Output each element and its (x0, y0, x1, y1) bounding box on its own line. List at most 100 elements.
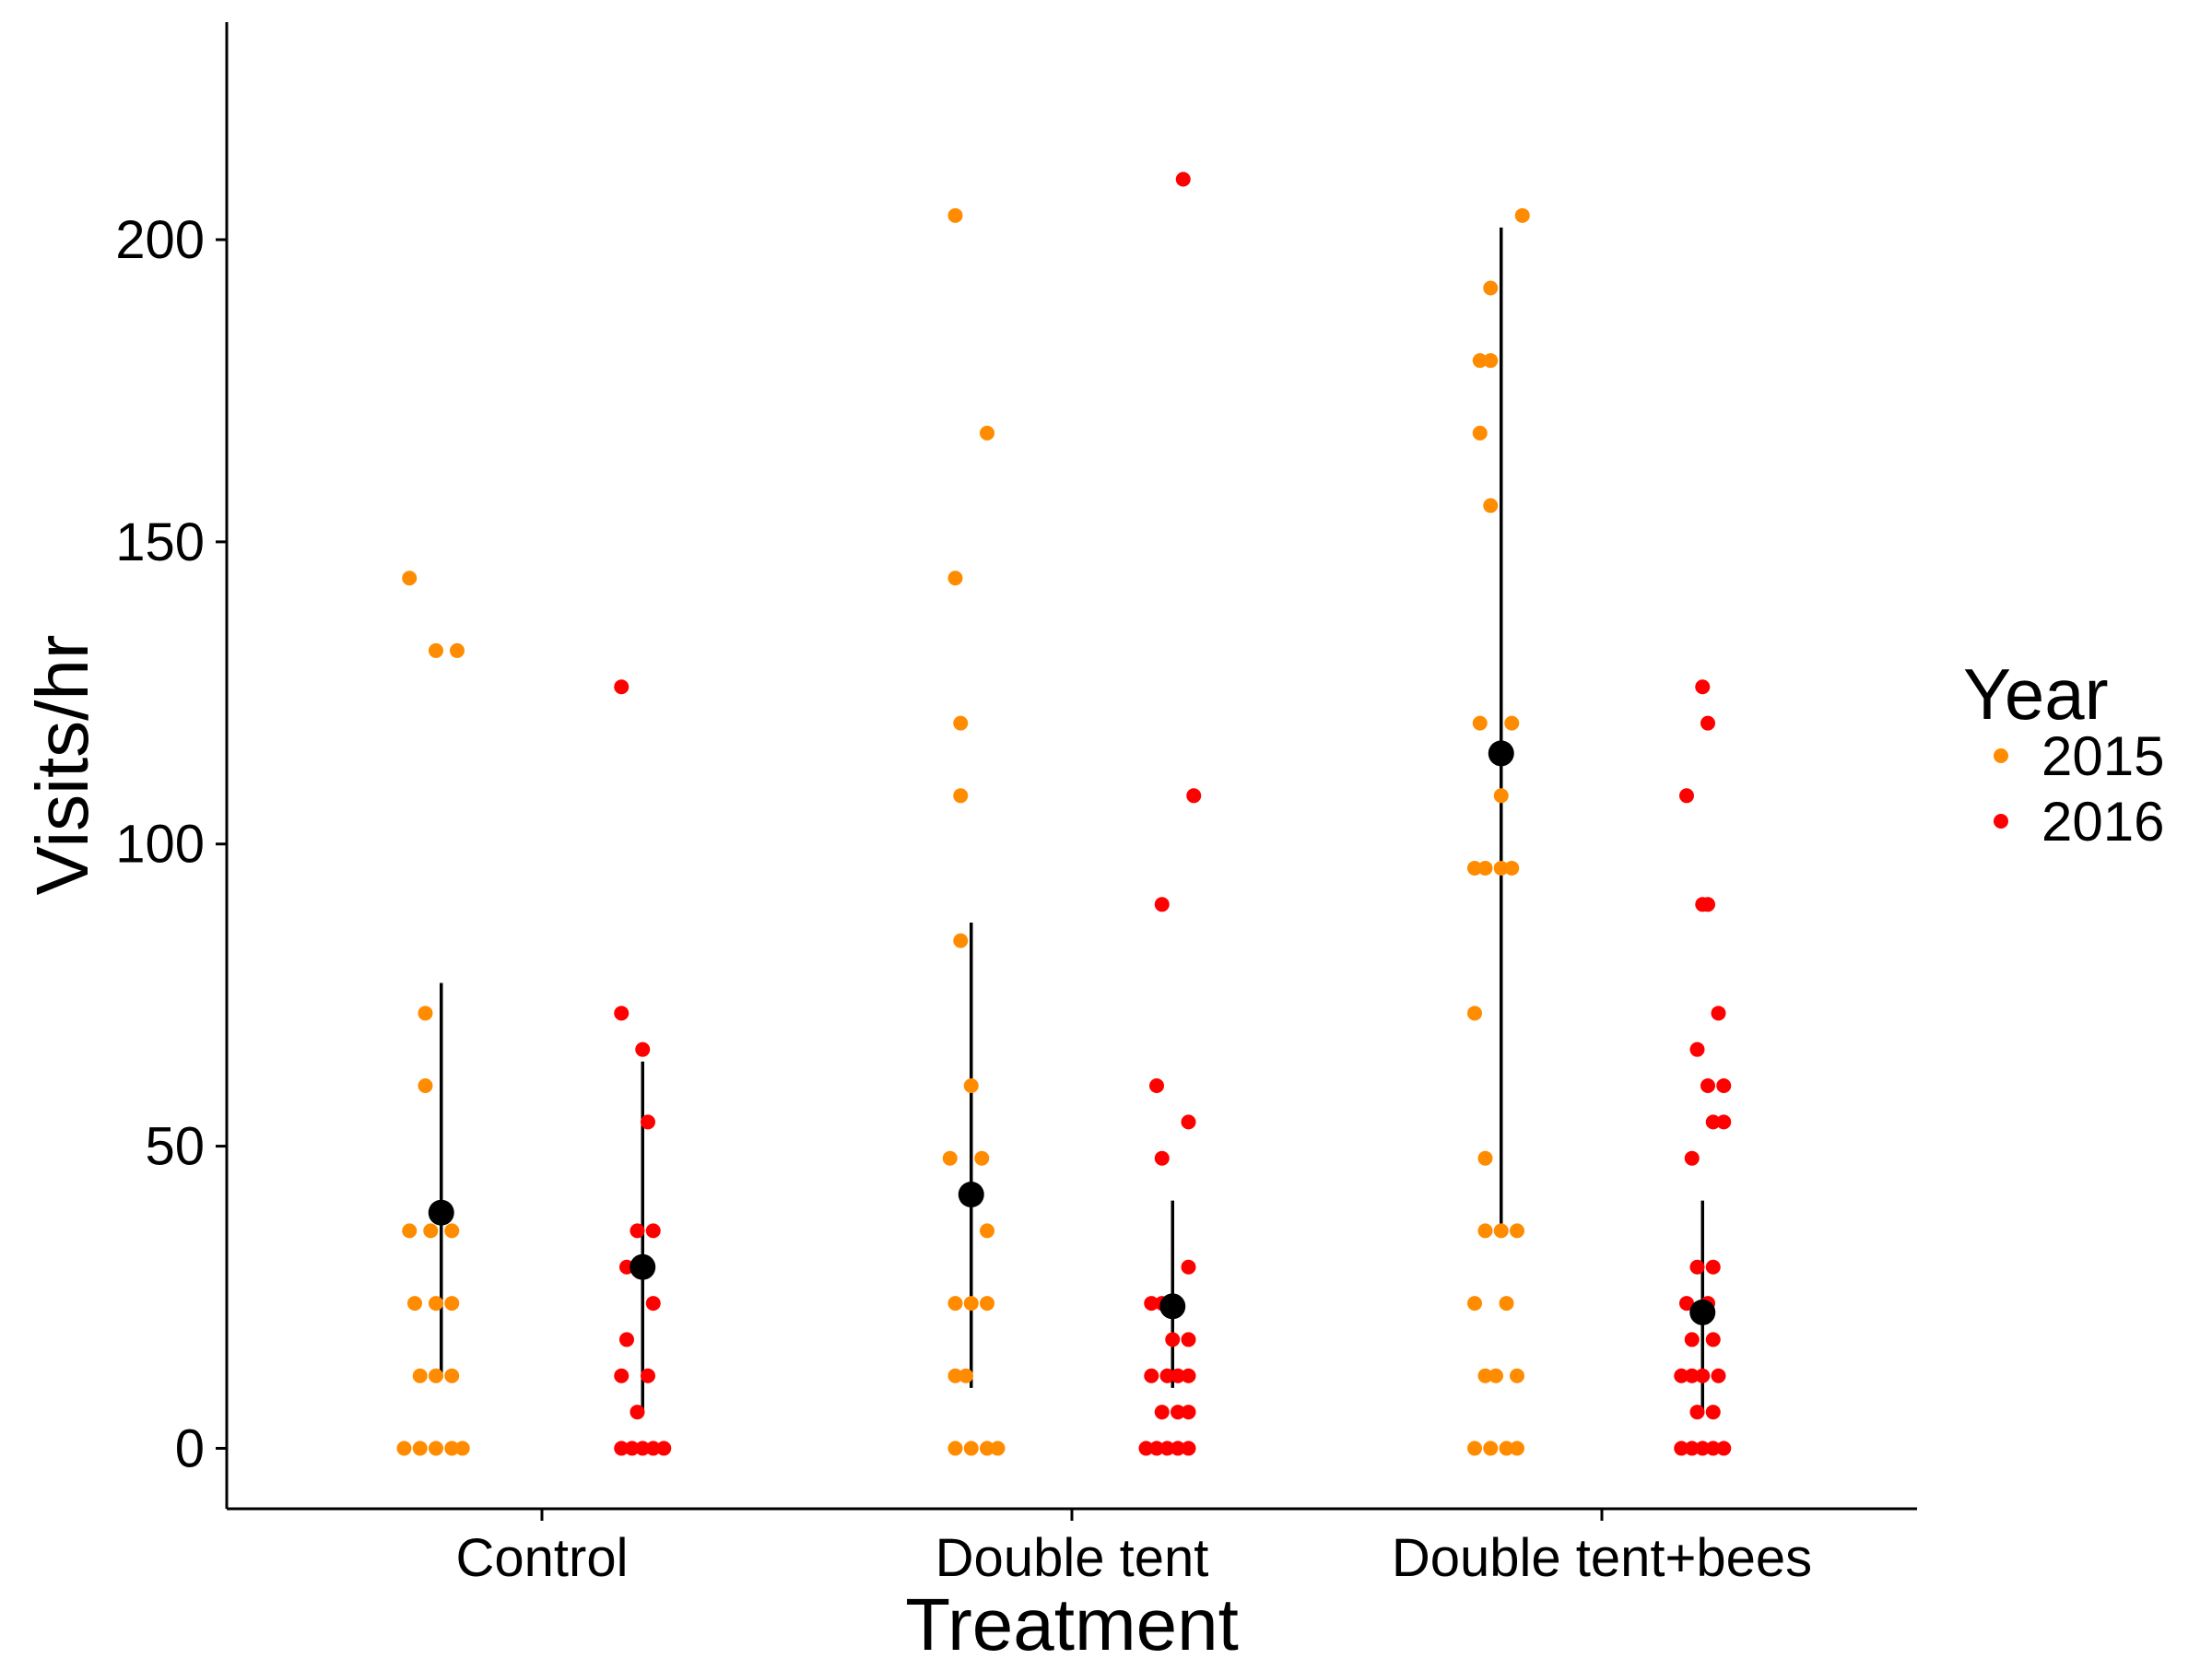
data-point-2015 (1499, 1441, 1514, 1456)
data-point-2015 (947, 571, 963, 586)
data-point-2016 (1700, 715, 1715, 731)
data-point-2016 (1674, 1441, 1689, 1456)
data-point-2016 (635, 1441, 651, 1456)
data-point-2016 (1175, 171, 1191, 187)
data-point-2015 (1467, 1296, 1482, 1312)
data-point-2015 (963, 1078, 979, 1094)
data-point-2015 (1472, 715, 1488, 731)
data-point-2015 (947, 207, 963, 223)
data-point-2016 (624, 1441, 640, 1456)
data-point-2016 (1695, 679, 1711, 695)
data-point-2015 (1493, 788, 1509, 804)
data-point-2015 (444, 1296, 460, 1312)
legend-label-2015: 2015 (2041, 725, 2164, 787)
data-point-2015 (1483, 498, 1499, 513)
data-point-2016 (1705, 1259, 1721, 1275)
x-tick-label: Double tent (935, 1528, 1209, 1588)
data-point-2016 (1144, 1296, 1159, 1312)
data-point-2016 (1711, 1006, 1726, 1021)
data-point-2016 (1154, 1405, 1170, 1420)
data-point-2015 (407, 1296, 422, 1312)
y-axis-ticks: 0 50 100 150 200 (115, 210, 227, 1478)
data-point-2016 (1689, 1259, 1705, 1275)
data-point-2016 (645, 1296, 661, 1312)
data-point-2015 (980, 425, 994, 441)
data-point-2015 (1493, 860, 1509, 876)
data-point-2015 (1483, 353, 1499, 369)
legend-key-2016 (1994, 814, 2008, 829)
data-point-2015 (412, 1368, 428, 1383)
data-point-2015 (963, 1441, 979, 1456)
data-point-2015 (947, 1368, 963, 1383)
data-point-2016 (1716, 1078, 1732, 1094)
data-point-2016 (1181, 1332, 1196, 1347)
data-point-2016 (1716, 1441, 1732, 1456)
x-tick-label: Double tent+bees (1392, 1528, 1812, 1588)
data-point-2016 (1679, 1296, 1694, 1312)
data-point-2015 (980, 1223, 994, 1239)
data-point-2016 (645, 1223, 661, 1239)
plot-area (396, 171, 1732, 1456)
data-point-2016 (1181, 1259, 1196, 1275)
data-point-2016 (1159, 1368, 1175, 1383)
mean-point (1689, 1299, 1716, 1325)
data-point-2016 (629, 1405, 645, 1420)
data-point-2015 (396, 1441, 412, 1456)
data-point-2015 (1467, 1441, 1482, 1456)
data-point-2015 (1510, 1223, 1524, 1239)
data-point-2015 (423, 1223, 439, 1239)
data-point-2016 (1689, 1405, 1705, 1420)
data-point-2016 (1695, 1368, 1711, 1383)
data-point-2016 (1684, 1441, 1700, 1456)
data-point-2016 (1181, 1368, 1196, 1383)
y-tick-label: 0 (175, 1418, 205, 1478)
data-point-2015 (1493, 1223, 1509, 1239)
data-point-2015 (947, 1296, 963, 1312)
data-point-2015 (429, 1441, 443, 1456)
x-tick-label: Control (456, 1528, 629, 1588)
means-layer (428, 740, 1716, 1325)
data-point-2015 (454, 1441, 470, 1456)
legend-title: Year (1963, 653, 2109, 735)
data-point-2015 (1467, 1006, 1482, 1021)
data-point-2016 (641, 1368, 655, 1383)
data-point-2015 (444, 1441, 460, 1456)
data-point-2016 (1684, 1150, 1700, 1166)
data-point-2015 (1504, 715, 1520, 731)
data-point-2015 (953, 788, 969, 804)
data-point-2016 (1695, 1441, 1711, 1456)
data-point-2016 (1181, 1441, 1196, 1456)
data-point-2015 (1510, 1441, 1524, 1456)
data-point-2015 (959, 1368, 973, 1383)
data-point-2015 (1477, 1368, 1493, 1383)
data-point-2015 (418, 1078, 433, 1094)
data-point-2015 (412, 1441, 428, 1456)
data-point-2016 (1181, 1405, 1196, 1420)
data-point-2016 (1171, 1405, 1185, 1420)
data-point-2015 (402, 571, 418, 586)
data-point-2015 (974, 1150, 990, 1166)
data-point-2015 (942, 1150, 958, 1166)
data-point-2016 (1684, 1368, 1700, 1383)
data-point-2016 (1711, 1368, 1726, 1383)
data-point-2016 (1705, 1441, 1721, 1456)
mean-point (1488, 740, 1514, 767)
mean-point (428, 1199, 454, 1226)
data-point-2016 (1684, 1332, 1700, 1347)
data-point-2016 (1159, 1441, 1175, 1456)
data-point-2016 (1138, 1441, 1154, 1456)
data-point-2016 (619, 1332, 634, 1347)
points-layer (396, 171, 1732, 1456)
data-point-2015 (1477, 860, 1493, 876)
data-point-2016 (1705, 1332, 1721, 1347)
data-point-2015 (1477, 1150, 1493, 1166)
data-point-2015 (444, 1368, 460, 1383)
data-point-2015 (1483, 1441, 1499, 1456)
data-point-2016 (1154, 897, 1170, 912)
x-axis-title: Treatment (905, 1583, 1239, 1659)
y-tick-label: 100 (115, 815, 205, 875)
data-point-2015 (1472, 425, 1488, 441)
data-point-2015 (1510, 1368, 1524, 1383)
